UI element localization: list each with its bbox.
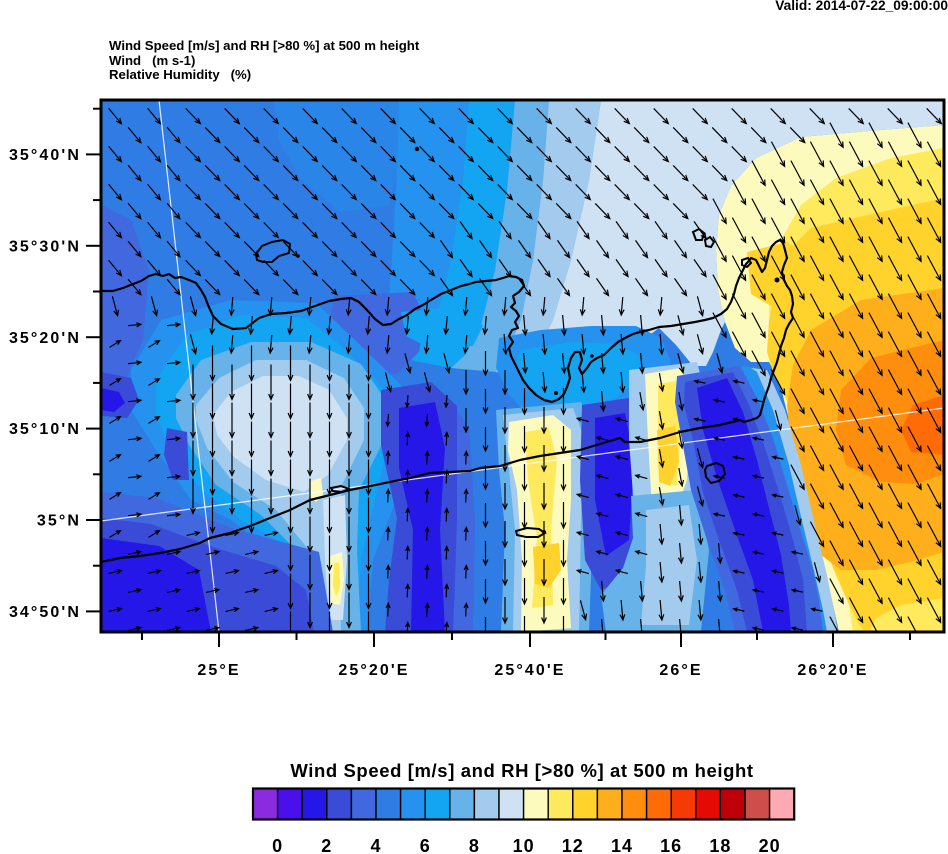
svg-text:35°30'N: 35°30'N [9,238,81,255]
svg-text:4: 4 [370,836,381,854]
svg-text:20: 20 [759,836,781,854]
svg-text:Wind Speed [m/s] and RH [>80 %: Wind Speed [m/s] and RH [>80 %] at 500 m… [290,760,753,781]
svg-text:0: 0 [272,836,283,854]
svg-text:14: 14 [611,836,633,854]
svg-text:12: 12 [562,836,584,854]
svg-text:25°E: 25°E [197,662,240,679]
svg-text:35°10'N: 35°10'N [9,421,81,438]
svg-text:25°40'E: 25°40'E [494,662,565,679]
svg-text:6: 6 [420,836,431,854]
svg-text:26°20'E: 26°20'E [797,662,868,679]
svg-text:34°50'N: 34°50'N [9,604,81,621]
svg-text:18: 18 [709,836,731,854]
svg-text:10: 10 [513,836,535,854]
svg-text:8: 8 [469,836,480,854]
svg-text:35°20'N: 35°20'N [9,330,81,347]
svg-text:2: 2 [321,836,332,854]
svg-text:35°40'N: 35°40'N [9,147,81,164]
svg-text:35°N: 35°N [37,513,81,530]
svg-text:16: 16 [660,836,682,854]
svg-text:25°20'E: 25°20'E [338,662,409,679]
svg-text:26°E: 26°E [659,662,702,679]
